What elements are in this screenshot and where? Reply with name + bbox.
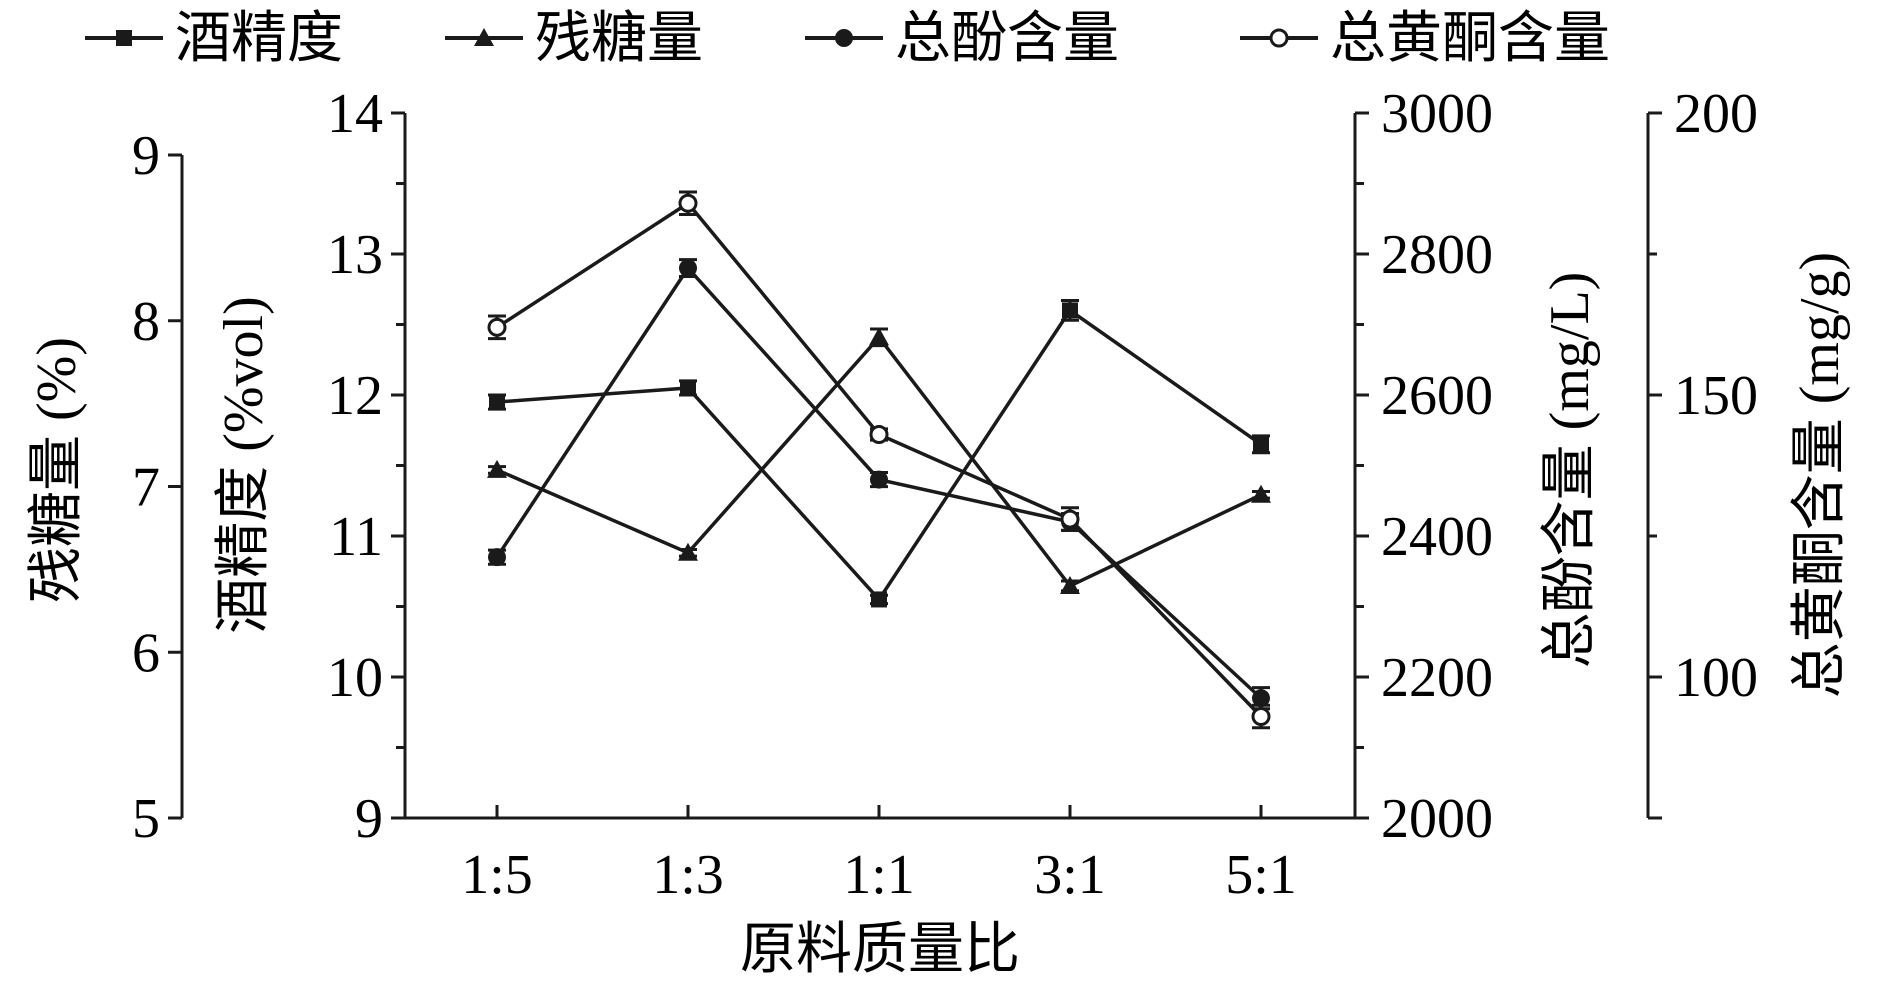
data-point bbox=[1060, 575, 1080, 594]
legend-marker bbox=[474, 28, 494, 46]
data-point bbox=[1251, 706, 1271, 726]
data-point bbox=[1062, 302, 1078, 319]
series-1 bbox=[488, 299, 1270, 608]
legend-marker bbox=[835, 29, 853, 47]
x-tick-label: 5:1 bbox=[1225, 844, 1297, 906]
data-point bbox=[487, 459, 507, 478]
phenol-tick-label: 2800 bbox=[1381, 224, 1493, 286]
data-point bbox=[678, 542, 698, 561]
data-point bbox=[1253, 436, 1269, 453]
legend: 酒精度 残糖量 总酚含量 总黄酮含量 bbox=[85, 8, 1610, 70]
series-line bbox=[496, 334, 1262, 589]
axes: 1:5 1:3 1:1 3:1 5:1 原料质量比 5 6 7 8 9 残糖量 (%) 9 10 11 12 1… bbox=[26, 83, 1851, 981]
sugar-tick-label: 6 bbox=[132, 622, 160, 684]
legend-item: 总酚含量 bbox=[805, 8, 1119, 70]
legend-label: 总黄酮含量 bbox=[1330, 8, 1610, 70]
legend-item: 酒精度 bbox=[85, 8, 343, 70]
alcohol-tick-label: 11 bbox=[329, 506, 383, 568]
sugar-axis-title: 残糖量 (%) bbox=[26, 337, 88, 603]
legend-item: 总黄酮含量 bbox=[1240, 8, 1610, 70]
sugar-tick-label: 5 bbox=[132, 788, 160, 850]
data-point bbox=[487, 317, 507, 337]
series-2 bbox=[487, 327, 1271, 594]
legend-label: 残糖量 bbox=[535, 8, 703, 70]
alcohol-tick-label: 9 bbox=[355, 788, 383, 850]
series-4 bbox=[487, 190, 1271, 730]
legend-marker bbox=[1269, 28, 1289, 48]
series-line bbox=[496, 200, 1263, 718]
data-point bbox=[870, 470, 888, 489]
phenol-tick-label: 2400 bbox=[1381, 506, 1493, 568]
x-axis-title: 原料质量比 bbox=[740, 919, 1020, 981]
legend-item: 残糖量 bbox=[445, 8, 703, 70]
alcohol-tick-label: 12 bbox=[327, 365, 383, 427]
data-point bbox=[489, 394, 505, 411]
legend-label: 酒精度 bbox=[175, 8, 343, 70]
series-group bbox=[487, 190, 1271, 730]
data-point bbox=[871, 591, 887, 608]
data-point bbox=[680, 379, 696, 396]
series-line bbox=[496, 307, 1263, 603]
legend-label: 总酚含量 bbox=[895, 8, 1119, 70]
phenol-tick-label: 2200 bbox=[1381, 647, 1493, 709]
alcohol-axis-title: 酒精度 (%vol) bbox=[213, 296, 275, 634]
alcohol-tick-label: 10 bbox=[327, 647, 383, 709]
sugar-tick-label: 9 bbox=[132, 125, 160, 187]
data-point bbox=[488, 548, 506, 567]
phenol-tick-label: 2000 bbox=[1381, 788, 1493, 850]
phenol-axis-title: 总酚含量 (mg/L) bbox=[1539, 272, 1601, 669]
x-tick-label: 1:3 bbox=[652, 844, 724, 906]
data-point bbox=[869, 424, 889, 444]
alcohol-tick-label: 14 bbox=[327, 83, 383, 145]
series-3 bbox=[488, 258, 1270, 711]
flavonoid-tick-label: 100 bbox=[1674, 647, 1758, 709]
data-point bbox=[678, 193, 698, 213]
phenol-tick-label: 2600 bbox=[1381, 365, 1493, 427]
data-point bbox=[869, 327, 889, 346]
flavonoid-axis-title: 总黄酮含量 (mg/g) bbox=[1789, 252, 1851, 698]
phenol-tick-label: 3000 bbox=[1381, 83, 1493, 145]
x-tick-label: 1:1 bbox=[843, 844, 915, 906]
legend-marker bbox=[116, 30, 132, 46]
flavonoid-tick-label: 200 bbox=[1674, 83, 1758, 145]
data-point bbox=[1251, 484, 1271, 503]
sugar-tick-label: 7 bbox=[132, 457, 160, 519]
x-tick-label: 3:1 bbox=[1034, 844, 1106, 906]
data-point bbox=[1252, 689, 1270, 708]
data-point bbox=[1060, 509, 1080, 529]
flavonoid-tick-label: 150 bbox=[1674, 365, 1758, 427]
sugar-tick-label: 8 bbox=[132, 291, 160, 353]
x-tick-label: 1:5 bbox=[461, 844, 533, 906]
data-point bbox=[679, 259, 697, 278]
alcohol-tick-label: 13 bbox=[327, 224, 383, 286]
